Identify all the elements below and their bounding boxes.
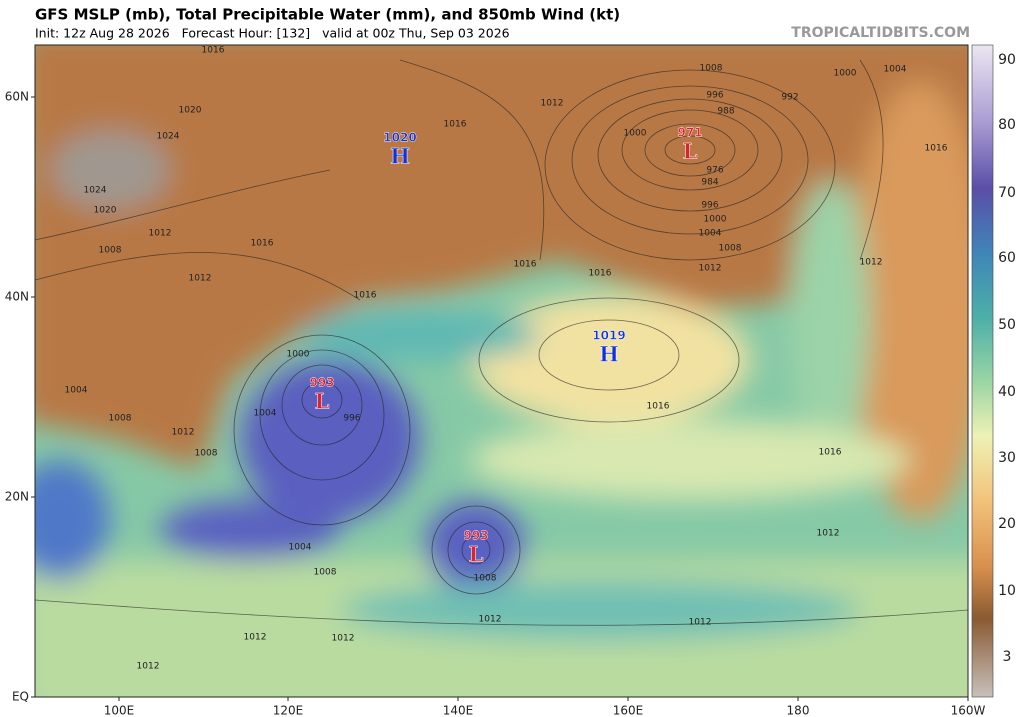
isobar-label: 1016 [251,239,274,249]
isobar-label: 1016 [819,448,842,458]
isobar-label: 996 [343,414,360,424]
isobar-label: 1016 [354,291,377,301]
isobar-label: 1016 [925,144,948,154]
isobar-label: 1012 [137,662,160,672]
center-symbol: L [683,139,698,164]
isobars [35,59,968,626]
colorbar-label: 3 [1003,649,1012,665]
map: 1016 1020 1024 1016 1012 1008 1000 1004 992 996 98… [35,45,968,697]
lat-label: EQ [12,690,29,704]
isobar-label: 1008 [99,246,122,256]
isobar-label: 1012 [149,229,172,239]
isobar-label: 1004 [289,543,312,553]
isobar-label: 1016 [589,269,612,279]
center-symbol: H [599,342,619,367]
isobar-label: 1000 [624,129,647,139]
isobar-label: 1012 [689,618,712,628]
isobar-label: 1024 [157,132,180,142]
isobar-label: 1000 [704,215,727,225]
lon-label: 160W [951,704,986,717]
isobar-label: 1012 [699,264,722,274]
colorbar-label: 10 [998,583,1016,599]
center-value: 1019 [592,329,625,343]
isobar-label: 1000 [834,69,857,79]
isobar-label: 1020 [179,106,202,116]
isobar-label: 1008 [195,449,218,459]
isobar-label: 1016 [647,402,670,412]
center-value: 993 [463,529,488,543]
isobar-label: 1012 [479,615,502,625]
axes: 60N 40N 20N EQ 100E 120E 140E 160E 180 160W 90 80 70… [5,52,1016,717]
center-symbol: L [315,389,330,414]
lon-label: 120E [273,704,304,717]
colorbar-label: 20 [998,516,1016,532]
colorbar [971,44,994,698]
isobar-label: 1016 [444,120,467,130]
isobar-label: 1004 [65,386,88,396]
isobar-label: 984 [701,178,718,188]
site-name: TROPICALTIDBITS.COM [791,25,970,41]
lon-label: 160E [613,704,644,717]
isobar-label: 1012 [189,274,212,284]
lon-label: 100E [104,704,135,717]
isobar-label: 1008 [719,244,742,254]
isobar-label: 992 [781,93,798,103]
colorbar-label: 30 [998,450,1016,466]
center-value: 971 [677,126,702,140]
colorbar-label: 50 [998,317,1016,333]
lat-label: 40N [5,290,29,304]
map-frame [34,44,969,698]
lon-label: 180 [787,704,810,717]
title: GFS MSLP (mb), Total Precipitable Water … [35,6,620,24]
isobar-label: 1016 [514,260,537,270]
isobar-label: 1008 [700,64,723,74]
init-line: Init: 12z Aug 28 2026 Forecast Hour: [13… [35,26,510,41]
colorbar-label: 60 [998,250,1016,266]
center-value: 1020 [383,131,416,145]
colorbar-label: 80 [998,117,1016,133]
isobar-label: 1020 [94,206,117,216]
isobar-label: 1008 [474,574,497,584]
isobar-label: 988 [717,107,734,117]
isobar-label: 1012 [172,428,195,438]
colorbar-label: 90 [998,52,1016,68]
isobar-label: 1000 [287,350,310,360]
isobar-label: 976 [706,166,723,176]
lon-label: 140E [443,704,474,717]
center-symbol: H [390,144,410,169]
isobar-label: 1004 [699,229,722,239]
isobar-label: 1012 [541,99,564,109]
isobar-label: 1008 [109,414,132,424]
isobar-label: 996 [701,201,718,211]
colorbar-label: 70 [998,185,1016,201]
lat-label: 60N [5,90,29,104]
isobar-label: 1024 [84,186,107,196]
colorbar-label: 40 [998,384,1016,400]
isobar-label: 1016 [202,46,225,56]
isobar-label: 1012 [817,529,840,539]
isobar-label: 1012 [244,633,267,643]
isobar-label: 1004 [884,65,907,75]
isobar-label: 1008 [314,568,337,578]
center-symbol: L [469,542,484,567]
isobar-labels: 1016 1020 1024 1016 1012 1008 1000 1004 992 996 98… [65,46,948,672]
isobar-label: 1012 [860,258,883,268]
lat-label: 20N [5,490,29,504]
isobar-label: 996 [706,91,723,101]
isobar-label: 1004 [254,409,277,419]
isobar-label: 1012 [332,634,355,644]
center-value: 993 [309,376,334,390]
